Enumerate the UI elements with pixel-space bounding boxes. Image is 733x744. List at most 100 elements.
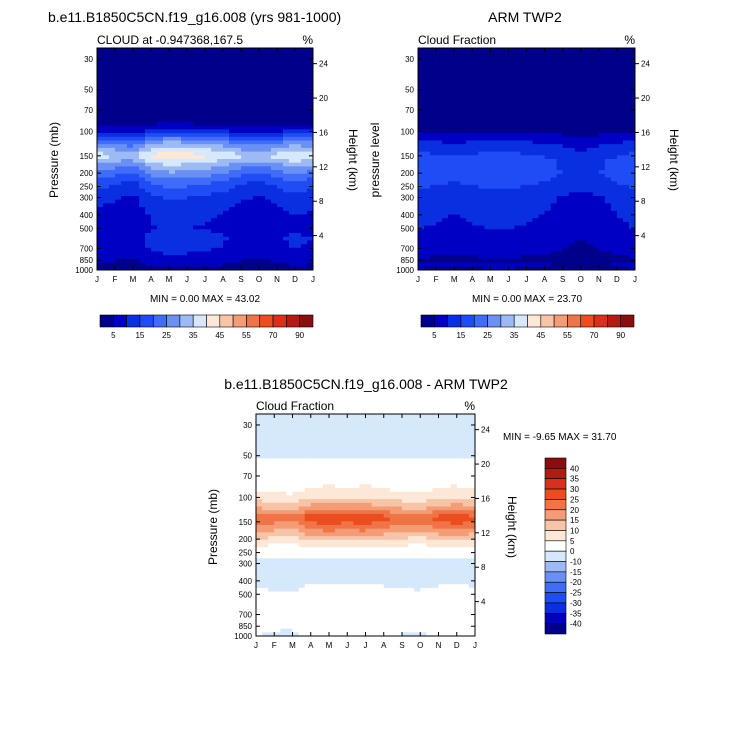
contour-cell	[478, 92, 485, 97]
contour-cell	[430, 199, 437, 204]
contour-cell	[622, 214, 630, 219]
contour-cell	[454, 66, 461, 71]
contour-cell	[103, 136, 110, 141]
contour-cell	[301, 159, 308, 164]
contour-cell	[622, 207, 630, 212]
contour-cell	[307, 77, 314, 82]
contour-cell	[526, 196, 534, 201]
contour-cell	[592, 51, 600, 56]
contour-cell	[229, 73, 236, 79]
contour-cell	[289, 207, 296, 212]
contour-cell	[109, 188, 116, 193]
contour-cell	[193, 122, 200, 127]
contour-cell	[265, 247, 272, 252]
contour-cell	[466, 214, 473, 219]
contour-cell	[163, 262, 170, 267]
contour-cell	[550, 207, 558, 212]
x-tick-label: D	[292, 275, 298, 284]
contour-cell	[550, 181, 558, 186]
contour-cell	[562, 70, 570, 75]
contour-cell	[460, 51, 467, 56]
contour-cell	[604, 173, 612, 178]
contour-cell	[502, 229, 509, 234]
contour-cell	[508, 207, 515, 212]
contour-cell	[127, 233, 134, 238]
contour-cell	[347, 417, 354, 422]
contour-cell	[247, 110, 254, 116]
colorbar-swatch	[500, 314, 515, 328]
contour-cell	[277, 184, 284, 190]
contour-cell	[145, 99, 152, 104]
contour-cell	[442, 107, 449, 112]
contour-cell	[556, 155, 564, 160]
contour-cell	[371, 414, 379, 419]
contour-cell	[217, 110, 224, 116]
contour-cell	[598, 203, 606, 208]
contour-cell	[532, 99, 540, 104]
contour-cell	[568, 147, 576, 153]
contour-cell	[217, 48, 224, 53]
contour-cell	[514, 155, 521, 160]
contour-cell	[199, 266, 206, 271]
contour-cell	[508, 107, 515, 112]
contour-cell	[514, 184, 521, 190]
contour-cell	[199, 107, 206, 112]
contour-cell	[103, 218, 110, 223]
contour-cell	[295, 77, 302, 82]
contour-cell	[448, 262, 455, 267]
contour-cell	[610, 166, 618, 171]
contour-cell	[127, 77, 134, 82]
contour-cell	[610, 55, 618, 60]
contour-cell	[592, 258, 600, 264]
contour-cell	[568, 258, 576, 264]
contour-cell	[181, 73, 188, 79]
contour-cell	[371, 451, 379, 456]
contour-cell	[472, 125, 479, 130]
contour-cell	[456, 414, 464, 419]
contour-cell	[450, 451, 458, 456]
contour-cell	[580, 173, 588, 178]
contour-cell	[514, 77, 521, 82]
contour-cell	[442, 229, 449, 234]
contour-cell	[175, 262, 182, 267]
contour-cell	[271, 207, 278, 212]
contour-cell	[307, 166, 314, 171]
contour-cell	[277, 188, 284, 193]
contour-cell	[247, 144, 254, 149]
contour-cell	[175, 133, 182, 138]
contour-cell	[235, 233, 242, 238]
contour-cell	[490, 244, 497, 249]
contour-cell	[193, 199, 200, 204]
contour-cell	[247, 118, 254, 123]
contour-cell	[502, 77, 509, 82]
contour-cell	[217, 73, 224, 79]
contour-cell	[484, 177, 491, 182]
contour-cell	[307, 255, 314, 260]
contour-cell	[598, 122, 606, 127]
contour-cell	[310, 451, 318, 456]
contour-cell	[247, 203, 254, 208]
contour-cell	[307, 92, 314, 97]
contour-cell	[115, 166, 122, 171]
contour-cell	[235, 92, 242, 97]
contour-cell	[610, 177, 618, 182]
contour-cell	[304, 439, 312, 445]
contour-cell	[580, 118, 588, 123]
contour-cell	[157, 240, 164, 245]
contour-cell	[133, 151, 140, 156]
contour-cell	[598, 221, 606, 227]
contour-cell	[265, 173, 272, 178]
contour-cell	[436, 136, 443, 141]
contour-cell	[175, 118, 182, 123]
contour-cell	[514, 103, 521, 108]
contour-cell	[97, 85, 104, 90]
contour-cell	[490, 155, 497, 160]
contour-cell	[175, 110, 182, 116]
contour-cell	[283, 155, 290, 160]
contour-cell	[424, 218, 431, 223]
contour-cell	[175, 236, 182, 241]
contour-cell	[598, 136, 606, 141]
contour-cell	[310, 436, 318, 441]
contour-cell	[478, 140, 485, 145]
contour-cell	[442, 258, 449, 264]
